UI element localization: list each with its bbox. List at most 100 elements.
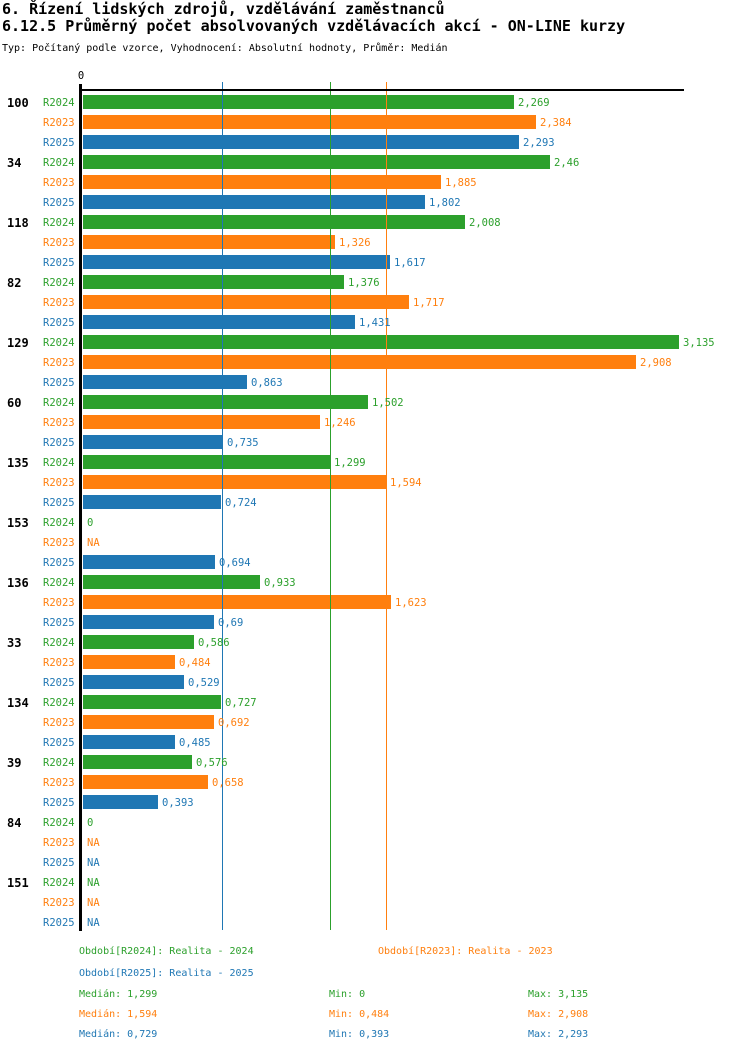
value-label: 0,694 [219,557,251,569]
value-label: 0,485 [179,737,211,749]
series-label-r2023: R2023 [43,417,75,429]
series-label-r2024: R2024 [43,217,75,229]
stat-median-r2025: Medián: 0,729 [79,1029,158,1040]
bar-39-r2023 [83,775,208,789]
bar-33-r2023 [83,655,175,669]
bar-33-r2024 [83,635,194,649]
bar-82-r2024 [83,275,344,289]
value-label: NA [87,857,100,869]
bar-135-r2025 [83,495,221,509]
bar-60-r2025 [83,435,223,449]
bar-34-r2025 [83,195,425,209]
series-label-r2024: R2024 [43,457,75,469]
value-label: 1,326 [339,237,371,249]
series-label-r2023: R2023 [43,657,75,669]
group-label: 118 [7,216,29,230]
series-label-r2024: R2024 [43,697,75,709]
stat-max-r2023: Max: 2,908 [528,1009,589,1020]
series-label-r2025: R2025 [43,437,75,449]
bar-100-r2023 [83,115,536,129]
bar-153-r2025 [83,555,215,569]
series-label-r2025: R2025 [43,797,75,809]
series-label-r2024: R2024 [43,337,75,349]
stat-median-r2023: Medián: 1,594 [79,1009,158,1020]
bar-136-r2024 [83,575,260,589]
series-label-r2024: R2024 [43,277,75,289]
series-label-r2023: R2023 [43,357,75,369]
bar-82-r2023 [83,295,409,309]
value-label: 0,576 [196,757,228,769]
bar-134-r2025 [83,735,175,749]
bar-129-r2024 [83,335,679,349]
series-label-r2023: R2023 [43,897,75,909]
value-label: 1,594 [390,477,422,489]
series-label-r2025: R2025 [43,557,75,569]
median-gridline-r2024 [330,82,331,930]
bar-118-r2024 [83,215,465,229]
bar-135-r2023 [83,475,386,489]
value-label: 1,299 [334,457,366,469]
series-label-r2025: R2025 [43,257,75,269]
bar-33-r2025 [83,675,184,689]
value-label: 0,724 [225,497,257,509]
median-gridline-r2025 [222,82,223,930]
series-label-r2025: R2025 [43,317,75,329]
bar-129-r2025 [83,375,247,389]
series-label-r2024: R2024 [43,97,75,109]
value-label: 0,69 [218,617,244,629]
x-axis-line [79,89,684,91]
value-label: NA [87,877,100,889]
group-label: 153 [7,516,29,530]
value-label: 0,529 [188,677,220,689]
bar-60-r2024 [83,395,368,409]
series-label-r2023: R2023 [43,177,75,189]
group-label: 134 [7,696,29,710]
stat-max-r2024: Max: 3,135 [528,989,589,1000]
value-label: 1,885 [445,177,477,189]
value-label: 0,933 [264,577,296,589]
value-label: 1,376 [348,277,380,289]
series-label-r2024: R2024 [43,397,75,409]
series-label-r2025: R2025 [43,377,75,389]
stat-min-r2023: Min: 0,484 [329,1009,390,1020]
group-label: 136 [7,576,29,590]
series-label-r2025: R2025 [43,917,75,929]
bar-39-r2024 [83,755,192,769]
group-label: 60 [7,396,22,410]
series-label-r2023: R2023 [43,837,75,849]
bar-136-r2023 [83,595,391,609]
value-label: 2,384 [540,117,572,129]
group-label: 34 [7,156,22,170]
series-label-r2024: R2024 [43,877,75,889]
value-label: 1,502 [372,397,404,409]
stat-min-r2024: Min: 0 [329,989,366,1000]
value-label: 2,269 [518,97,550,109]
series-label-r2023: R2023 [43,777,75,789]
value-label: 0 [87,517,94,529]
series-label-r2023: R2023 [43,117,75,129]
stat-max-r2025: Max: 2,293 [528,1029,589,1040]
bar-82-r2025 [83,315,355,329]
value-label: NA [87,897,100,909]
series-label-r2024: R2024 [43,757,75,769]
series-label-r2025: R2025 [43,617,75,629]
bar-136-r2025 [83,615,214,629]
report-title: 6. Řízení lidských zdrojů, vzdělávání za… [2,0,445,18]
value-label: 1,717 [413,297,445,309]
bar-129-r2023 [83,355,636,369]
bar-34-r2023 [83,175,441,189]
series-label-r2023: R2023 [43,477,75,489]
series-label-r2025: R2025 [43,737,75,749]
bar-134-r2023 [83,715,214,729]
group-label: 100 [7,96,29,110]
value-label: 1,246 [324,417,356,429]
series-label-r2025: R2025 [43,197,75,209]
value-label: 2,908 [640,357,672,369]
axis-zero-label: 0 [77,70,85,82]
value-label: NA [87,837,100,849]
value-label: 1,617 [394,257,426,269]
value-label: 0,484 [179,657,211,669]
group-label: 82 [7,276,22,290]
legend-r2024: Období[R2024]: Realita - 2024 [79,946,254,957]
